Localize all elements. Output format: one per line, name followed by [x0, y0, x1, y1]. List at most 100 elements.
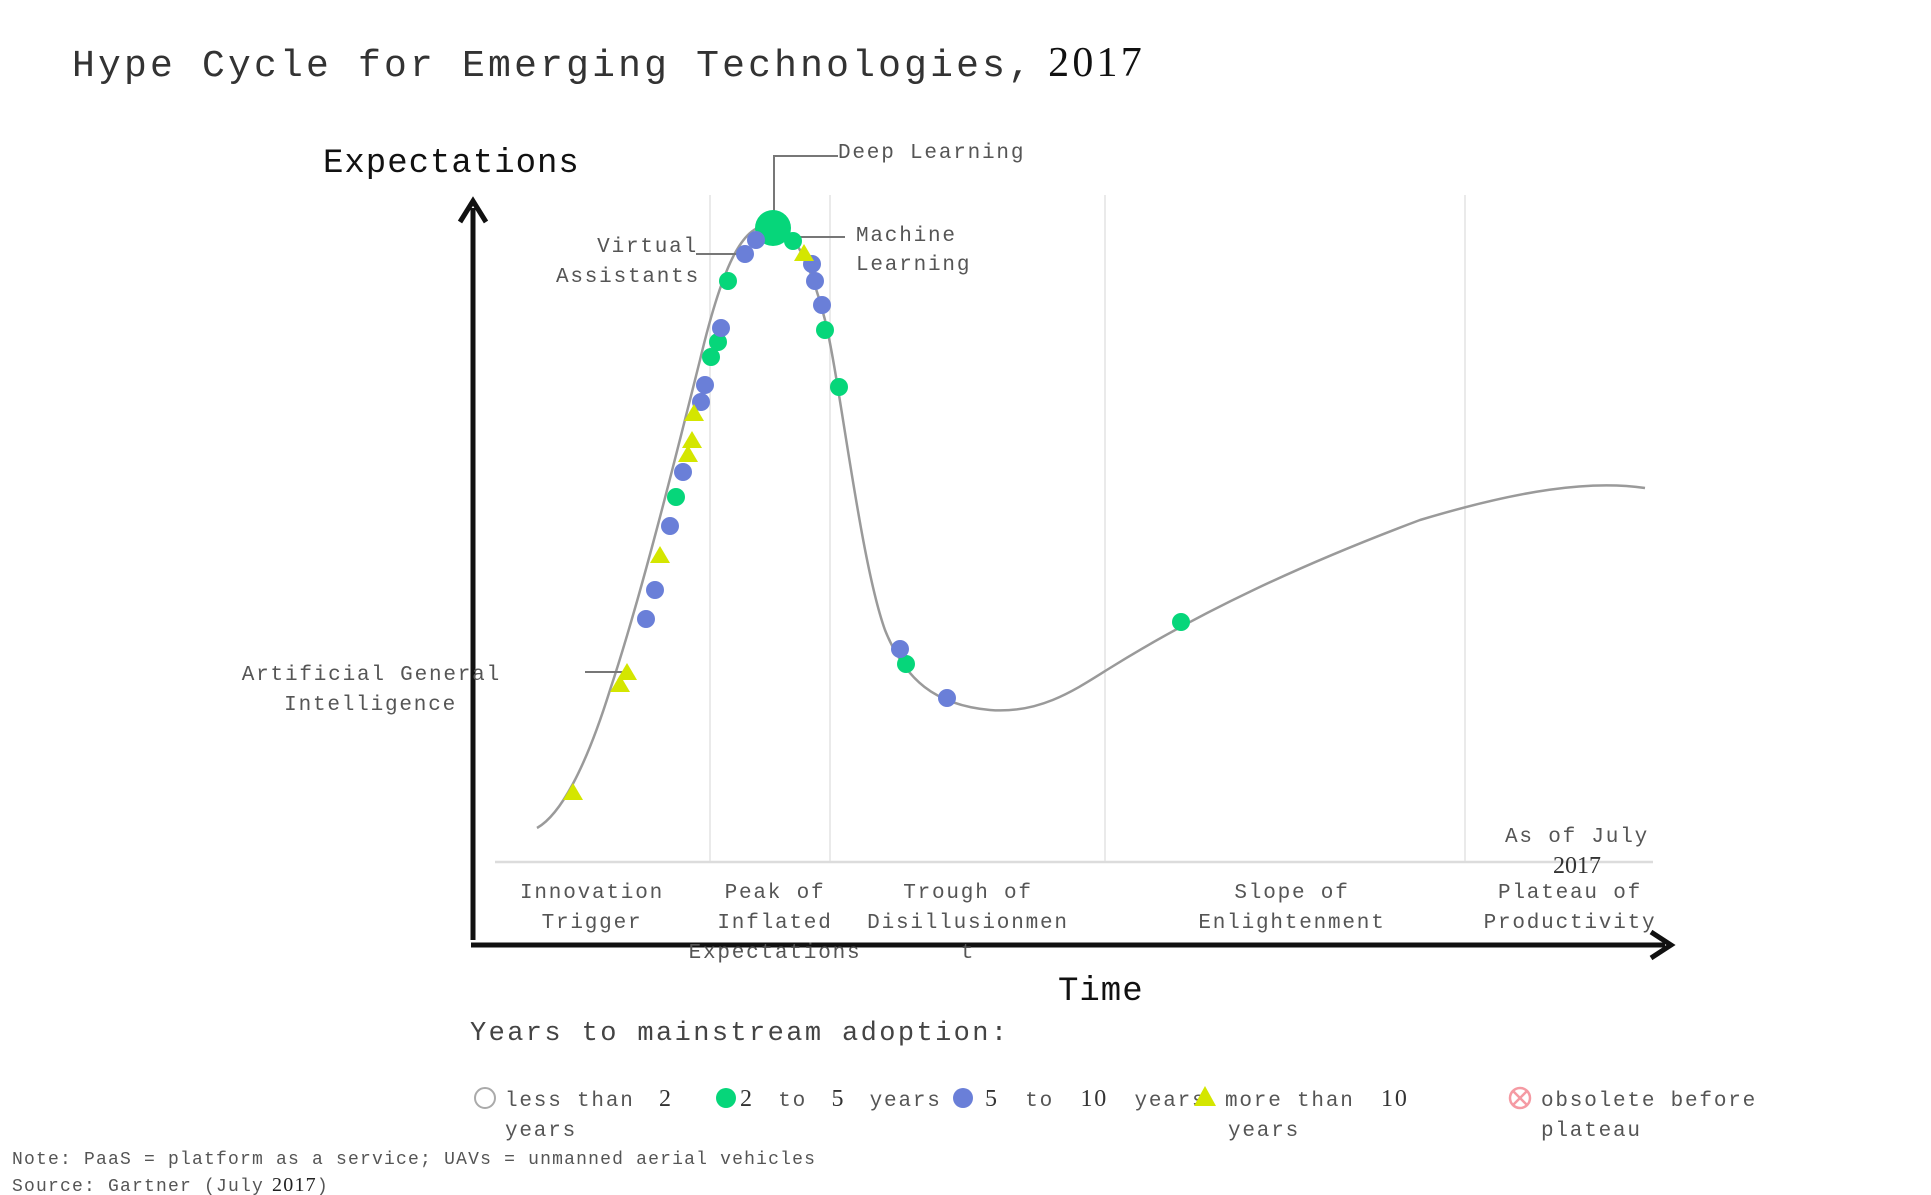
data-point[interactable] [938, 689, 956, 707]
legend-item-5-to-10[interactable]: 5 to 10 years [953, 1086, 1206, 1113]
green-circle-icon [716, 1088, 736, 1108]
legend-text-line2: years [505, 1120, 577, 1143]
data-point[interactable] [747, 231, 765, 249]
data-point[interactable] [891, 640, 909, 658]
phase-slope-line1: Slope of [1234, 882, 1349, 905]
data-point[interactable] [684, 404, 704, 421]
virtual-assistants-label-line2: Assistants [556, 266, 700, 289]
data-point[interactable] [646, 581, 664, 599]
y-axis-arrow-icon [457, 196, 489, 224]
series-more-than-10-years [563, 244, 814, 800]
data-point[interactable] [1172, 613, 1190, 631]
phase-plateau-line2: Productivity [1484, 912, 1657, 935]
legend-number: 2 [740, 1086, 754, 1112]
data-point[interactable] [661, 517, 679, 535]
legend-text: years [1134, 1090, 1206, 1113]
data-point[interactable] [678, 445, 698, 462]
virtual-assistants-label-line1: Virtual [597, 236, 698, 259]
legend-text-2-to-5: 2 to 5 years [740, 1086, 942, 1113]
legend-text-line2: years [1228, 1120, 1300, 1143]
agi-point[interactable] [617, 663, 637, 680]
virtual-assistants-point[interactable] [736, 245, 754, 263]
legend-text-more-than-10: more than 10 [1225, 1086, 1409, 1113]
legend: Years to mainstream adoption: less than … [470, 1019, 1757, 1143]
legend-number: 5 [985, 1086, 999, 1112]
y-axis-label: Expectations [323, 145, 580, 183]
agi-label-line2: Intelligence [284, 694, 457, 717]
legend-text: more than [1225, 1090, 1355, 1113]
legend-text-5-to-10: 5 to 10 years [985, 1086, 1206, 1113]
machine-learning-point[interactable] [784, 232, 802, 250]
legend-item-2-to-5[interactable]: 2 to 5 years [716, 1086, 942, 1113]
legend-number: 10 [1381, 1086, 1409, 1112]
legend-text: to [778, 1090, 807, 1113]
chart-title-year: 2017 [1048, 40, 1145, 86]
deep-learning-leader [773, 155, 838, 212]
footnote: Note: PaaS = platform as a service; UAVs… [12, 1150, 816, 1170]
legend-item-obsolete[interactable]: obsolete before plateau [1508, 1086, 1757, 1143]
legend-text: years [870, 1090, 942, 1113]
legend-number: 5 [831, 1086, 845, 1112]
axes [457, 196, 1676, 961]
source-line: Source: Gartner (July 2017) [12, 1174, 329, 1195]
as-of-label-line1: As of July [1505, 826, 1649, 849]
data-point[interactable] [610, 675, 630, 692]
legend-item-more-than-10[interactable]: more than 10 years [1194, 1086, 1409, 1143]
hollow-circle-icon [474, 1087, 496, 1109]
legend-text-less-than-2: less than 2 [505, 1086, 673, 1113]
phase-gridlines [709, 195, 1466, 862]
x-axis-arrow-icon [1649, 929, 1676, 961]
phase-peak-line3: Expectations [689, 942, 862, 965]
phase-innovation-line2: Trigger [542, 912, 643, 935]
chart-title-text: Hype Cycle for Emerging Technologies, [72, 45, 1034, 88]
phase-labels: Innovation Trigger Peak of Inflated Expe… [520, 882, 1657, 965]
legend-text-line2: plateau [1541, 1120, 1642, 1143]
data-point[interactable] [897, 655, 915, 673]
chart-title: Hype Cycle for Emerging Technologies, 201… [72, 40, 1145, 88]
data-point[interactable] [816, 321, 834, 339]
data-point[interactable] [794, 244, 814, 261]
machine-learning-label-line2: Learning [856, 254, 971, 277]
data-point[interactable] [674, 463, 692, 481]
data-point[interactable] [563, 783, 583, 800]
machine-learning-label-line1: Machine [856, 225, 957, 248]
legend-text-obsolete: obsolete before [1541, 1090, 1757, 1113]
agi-label-line1: Artificial General [242, 664, 501, 687]
phase-plateau-line1: Plateau of [1498, 882, 1642, 905]
crossed-circle-icon [1508, 1086, 1532, 1110]
data-point[interactable] [719, 272, 737, 290]
data-point[interactable] [806, 272, 824, 290]
phase-slope-line2: Enlightenment [1198, 912, 1385, 935]
data-point[interactable] [667, 488, 685, 506]
legend-item-less-than-2[interactable]: less than 2 years [474, 1086, 673, 1143]
annotation-leaders [585, 155, 845, 673]
data-point[interactable] [709, 333, 727, 351]
data-point[interactable] [650, 546, 670, 563]
data-point[interactable] [692, 393, 710, 411]
legend-text: to [1025, 1090, 1054, 1113]
source-suffix: ) [317, 1177, 329, 1195]
data-point[interactable] [702, 348, 720, 366]
phase-trough-line1: Trough of [903, 882, 1033, 905]
phase-trough-line2: Disillusionmen [867, 912, 1069, 935]
data-point[interactable] [712, 319, 730, 337]
data-point[interactable] [696, 376, 714, 394]
data-point[interactable] [813, 296, 831, 314]
deep-learning-label: Deep Learning [838, 142, 1025, 165]
source-text: Source: Gartner (July [12, 1177, 264, 1195]
series-2-to-5-years [667, 210, 1190, 673]
yellow-triangle-icon [1194, 1086, 1216, 1106]
data-point[interactable] [682, 431, 702, 448]
data-point[interactable] [637, 610, 655, 628]
hype-curve [536, 223, 1646, 830]
source-year: 2017 [272, 1174, 317, 1195]
phase-peak-line2: Inflated [717, 912, 832, 935]
legend-text: less than [505, 1090, 635, 1113]
phase-peak-line1: Peak of [725, 882, 826, 905]
legend-number: 10 [1080, 1086, 1108, 1112]
phase-innovation-line1: Innovation [520, 882, 664, 905]
x-axis-label: Time [1058, 973, 1144, 1011]
phase-trough-line3: t [961, 942, 975, 965]
series-5-to-10-years [637, 231, 956, 707]
data-point[interactable] [830, 378, 848, 396]
